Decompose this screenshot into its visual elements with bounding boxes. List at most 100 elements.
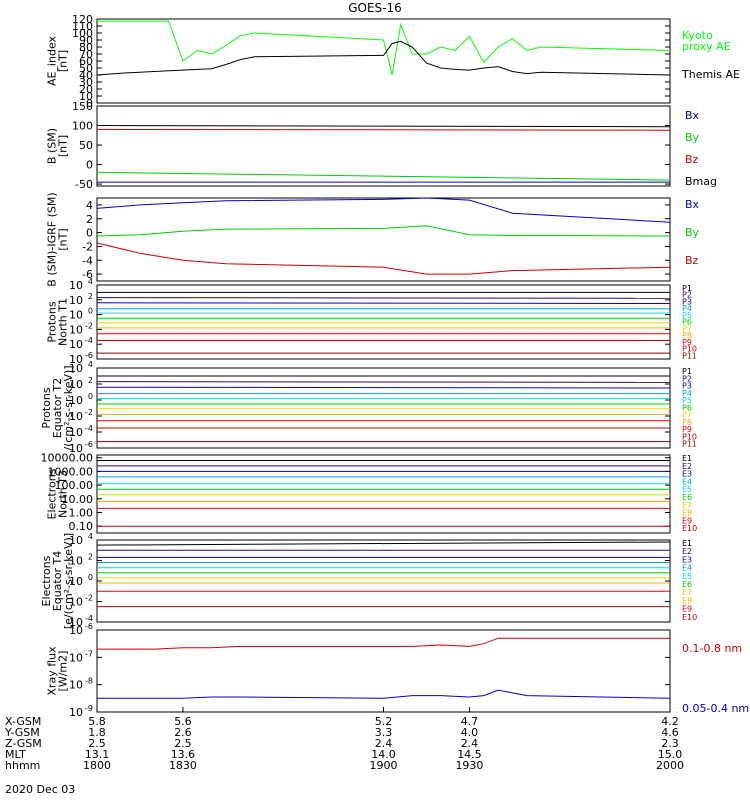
x-tick-label: 1900 [370,759,398,772]
panel-frame [96,284,671,360]
panel-frame [96,539,671,623]
legend-entry: P3 [682,297,692,306]
y-tick-exponent: 4 [88,360,93,369]
legend-entry: Kyoto [682,29,713,42]
y-tick-label: 50 [79,62,93,75]
y-tick-exponent: -8 [85,677,93,686]
legend-entry: P4 [682,389,692,398]
legend-entry: E3 [682,555,692,564]
y-tick-exponent: -9 [85,704,93,713]
legend-entry: P1 [682,367,692,376]
y-tick-label: 80 [79,41,93,54]
legend-entry: E1 [682,454,692,463]
legend-entry: P9 [682,425,692,434]
y-tick-label: 150 [72,100,93,113]
x-tick-label: 4.0 [461,726,479,739]
x-row-label: MLT [5,748,26,761]
y-tick-exponent: 0 [88,573,93,582]
y-tick-label: 10 [69,294,83,307]
y-tick-label: 10 [69,394,83,407]
y-tick-label: 70 [79,48,93,61]
y-axis-label: [e/(cm²-s-sr-keV)] [62,533,75,629]
y-axis-label: AE_index [46,35,59,86]
y-tick-exponent: -4 [85,336,93,345]
panel-frame [96,454,671,534]
y-tick-label: -4 [82,254,93,267]
y-tick-label: 1.00 [69,506,94,519]
legend-entry: P7 [682,324,692,333]
y-tick-exponent: -4 [85,424,93,433]
y-tick-label: 10 [69,596,83,609]
legend-entry: E5 [682,485,692,494]
y-axis-label: Xray flux [46,646,59,696]
legend-entry: P8 [682,418,692,427]
legend-entry: E4 [682,477,692,486]
x-tick-label: 5.2 [375,715,393,728]
y-tick-label: 10 [79,90,93,103]
y-tick-label: 10 [69,555,83,568]
legend-entry: 0.1-0.8 nm [682,642,742,655]
y-tick-exponent: -2 [85,594,93,603]
series-line [96,386,671,389]
y-tick-exponent: 2 [88,376,93,385]
y-axis-label: North T1 [57,298,70,346]
series-line [96,197,671,223]
legend-entry: By [685,131,700,144]
y-axis-label: North T3 [57,470,70,518]
legend-entry: By [685,226,700,239]
series-line [96,40,671,76]
y-tick-label: 110 [72,20,93,33]
y-tick-label: 10000.00 [41,452,94,465]
legend-entry: E6 [682,493,692,502]
legend-entry: P10 [682,345,697,354]
legend-entry: P6 [682,403,692,412]
series-line [96,297,671,299]
y-tick-label: 0 [86,97,93,110]
legend-entry: P3 [682,382,692,391]
x-tick-label: 3.3 [375,726,393,739]
y-tick-label: 0.10 [69,520,94,533]
x-tick-label: 2000 [656,759,684,772]
legend-entry: E2 [682,547,692,556]
y-tick-label: 10 [69,378,83,391]
series-line [96,125,671,128]
y-tick-label: 10 [69,426,83,439]
legend-entry: P2 [682,374,692,383]
y-tick-exponent: -6 [85,622,93,631]
x-tick-label: 4.7 [461,715,479,728]
series-line [96,302,671,304]
legend-entry: Themis AE [681,68,740,81]
y-tick-label: 10 [69,362,83,375]
y-tick-label: 0 [86,227,93,240]
y-tick-label: 10 [69,706,83,719]
legend-entry: P9 [682,338,692,347]
y-tick-label: 60 [79,55,93,68]
y-tick-label: 10 [69,279,83,292]
legend-entry: P5 [682,396,692,405]
y-tick-exponent: -7 [85,649,93,658]
y-tick-label: 2 [86,213,93,226]
y-tick-exponent: 4 [88,277,93,286]
y-tick-label: -6 [82,268,93,281]
legend-entry: Bz [685,153,699,166]
series-line [96,128,671,131]
y-axis-label: Equator T4 [51,551,64,611]
y-tick-label: 10 [69,575,83,588]
y-tick-label: 100 [72,27,93,40]
legend-entry: E3 [682,470,692,479]
x-tick-label: 2.6 [174,726,192,739]
series-line [97,20,671,76]
legend-entry: Bx [685,109,700,122]
legend-entry: E2 [682,462,692,471]
y-tick-label: 10 [69,338,83,351]
legend-entry: E7 [682,588,692,597]
legend-entry: P11 [682,440,697,449]
panel-frame [96,197,671,282]
y-tick-label: -2 [82,240,93,253]
legend-entry: E8 [682,596,692,605]
y-tick-exponent: -2 [85,321,93,330]
x-row-label: Z-GSM [5,737,42,750]
legend-entry: E8 [682,509,692,518]
y-tick-label: 100.00 [55,479,94,492]
legend-entry: proxy AE [682,40,731,53]
